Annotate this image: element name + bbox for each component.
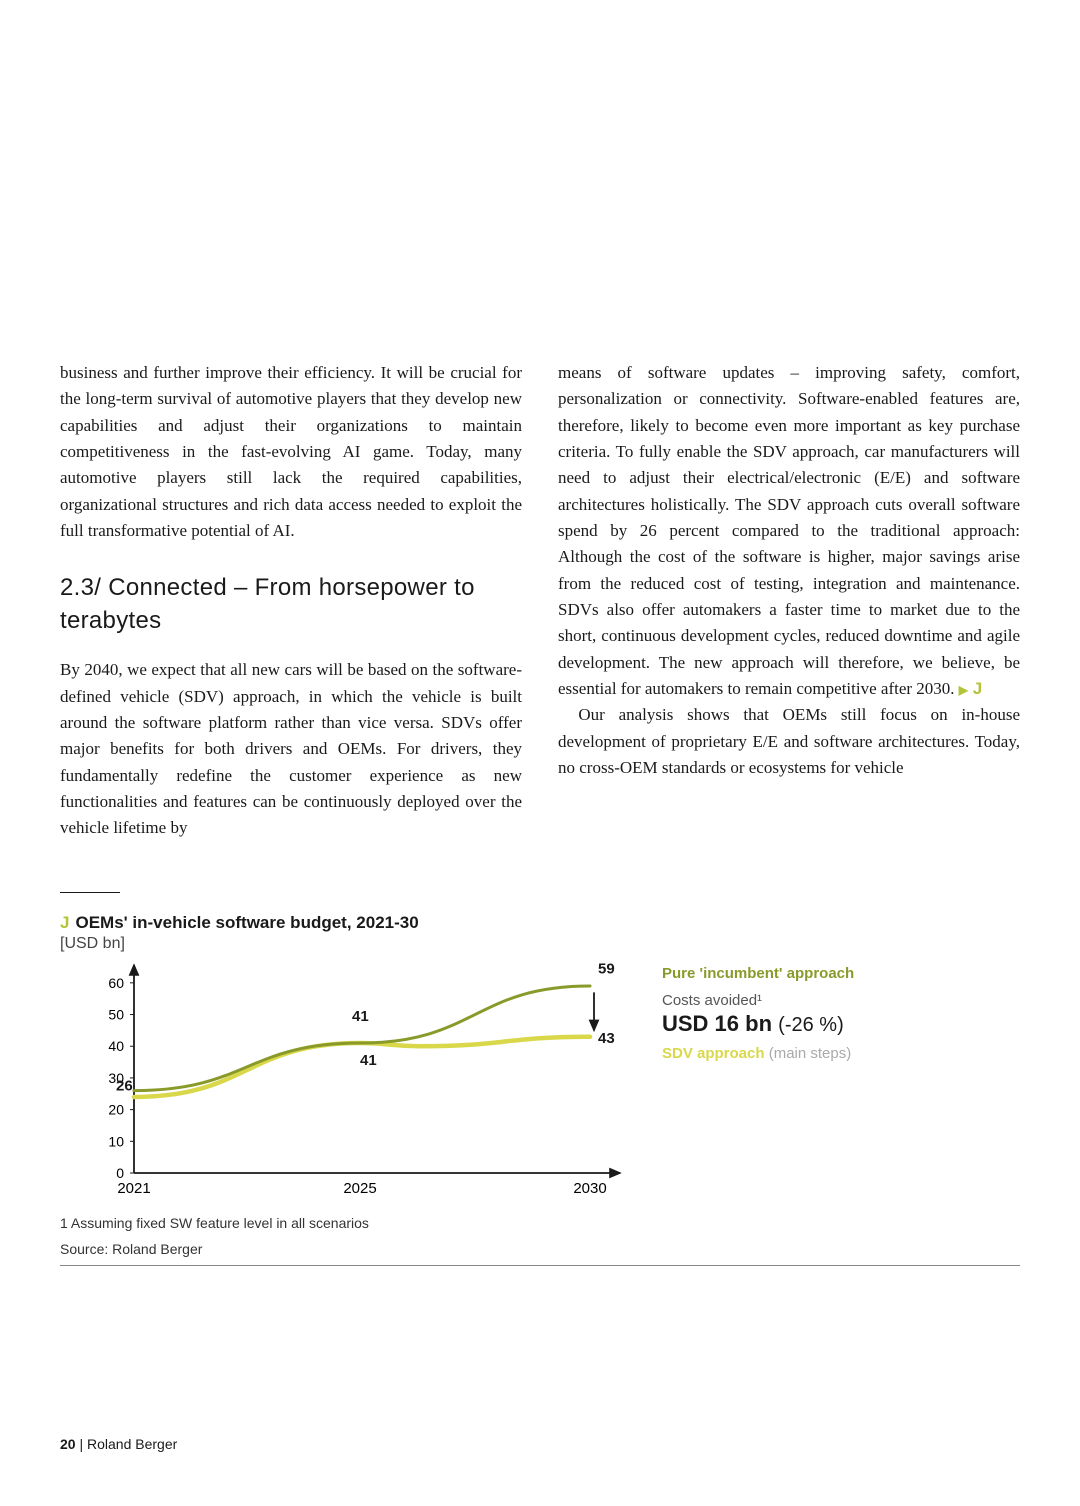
page-footer: 20 | Roland Berger bbox=[60, 1436, 177, 1452]
legend-incumbent: Pure 'incumbent' approach bbox=[662, 965, 854, 982]
svg-text:59: 59 bbox=[598, 961, 615, 977]
svg-text:41: 41 bbox=[352, 1008, 369, 1025]
figure-ref-j: ▶ J bbox=[959, 679, 982, 698]
svg-text:41: 41 bbox=[360, 1052, 377, 1069]
svg-text:50: 50 bbox=[108, 1007, 124, 1023]
svg-text:0: 0 bbox=[116, 1165, 124, 1181]
chart-unit: [USD bn] bbox=[60, 935, 1020, 953]
chart-block: JOEMs' in-vehicle software budget, 2021-… bbox=[60, 913, 1020, 1266]
column-right: means of software updates – improving sa… bbox=[558, 360, 1020, 842]
svg-text:10: 10 bbox=[108, 1133, 124, 1149]
bottom-rule bbox=[60, 1265, 1020, 1266]
chart-legend: Pure 'incumbent' approach Costs avoided¹… bbox=[640, 961, 854, 1062]
svg-text:60: 60 bbox=[108, 975, 124, 991]
legend-savings: USD 16 bn (-26 %) bbox=[662, 1011, 854, 1037]
svg-text:26: 26 bbox=[116, 1078, 133, 1095]
chart-footnote: 1 Assuming fixed SW feature level in all… bbox=[60, 1215, 1020, 1231]
svg-text:2030: 2030 bbox=[573, 1180, 606, 1197]
svg-text:43: 43 bbox=[598, 1030, 615, 1047]
svg-text:2021: 2021 bbox=[117, 1180, 150, 1197]
text-columns: business and further improve their effic… bbox=[60, 360, 1020, 842]
legend-sdv: SDV approach (main steps) bbox=[662, 1045, 854, 1062]
svg-text:20: 20 bbox=[108, 1102, 124, 1118]
svg-text:2025: 2025 bbox=[343, 1180, 376, 1197]
para-col1-1: business and further improve their effic… bbox=[60, 360, 522, 544]
svg-text:40: 40 bbox=[108, 1038, 124, 1054]
chart-area: 01020304050602021202520302641415943 bbox=[60, 961, 640, 1201]
para-col1-2: By 2040, we expect that all new cars wil… bbox=[60, 657, 522, 841]
divider-short bbox=[60, 892, 120, 894]
chart-source: Source: Roland Berger bbox=[60, 1241, 1020, 1257]
section-heading: 2.3/ Connected – From horsepower to tera… bbox=[60, 572, 522, 637]
para-col2-2: Our analysis shows that OEMs still focus… bbox=[558, 702, 1020, 781]
chart-title: JOEMs' in-vehicle software budget, 2021-… bbox=[60, 913, 1020, 933]
legend-costs-label: Costs avoided¹ bbox=[662, 992, 854, 1009]
column-left: business and further improve their effic… bbox=[60, 360, 522, 842]
para-col2-1: means of software updates – improving sa… bbox=[558, 360, 1020, 702]
